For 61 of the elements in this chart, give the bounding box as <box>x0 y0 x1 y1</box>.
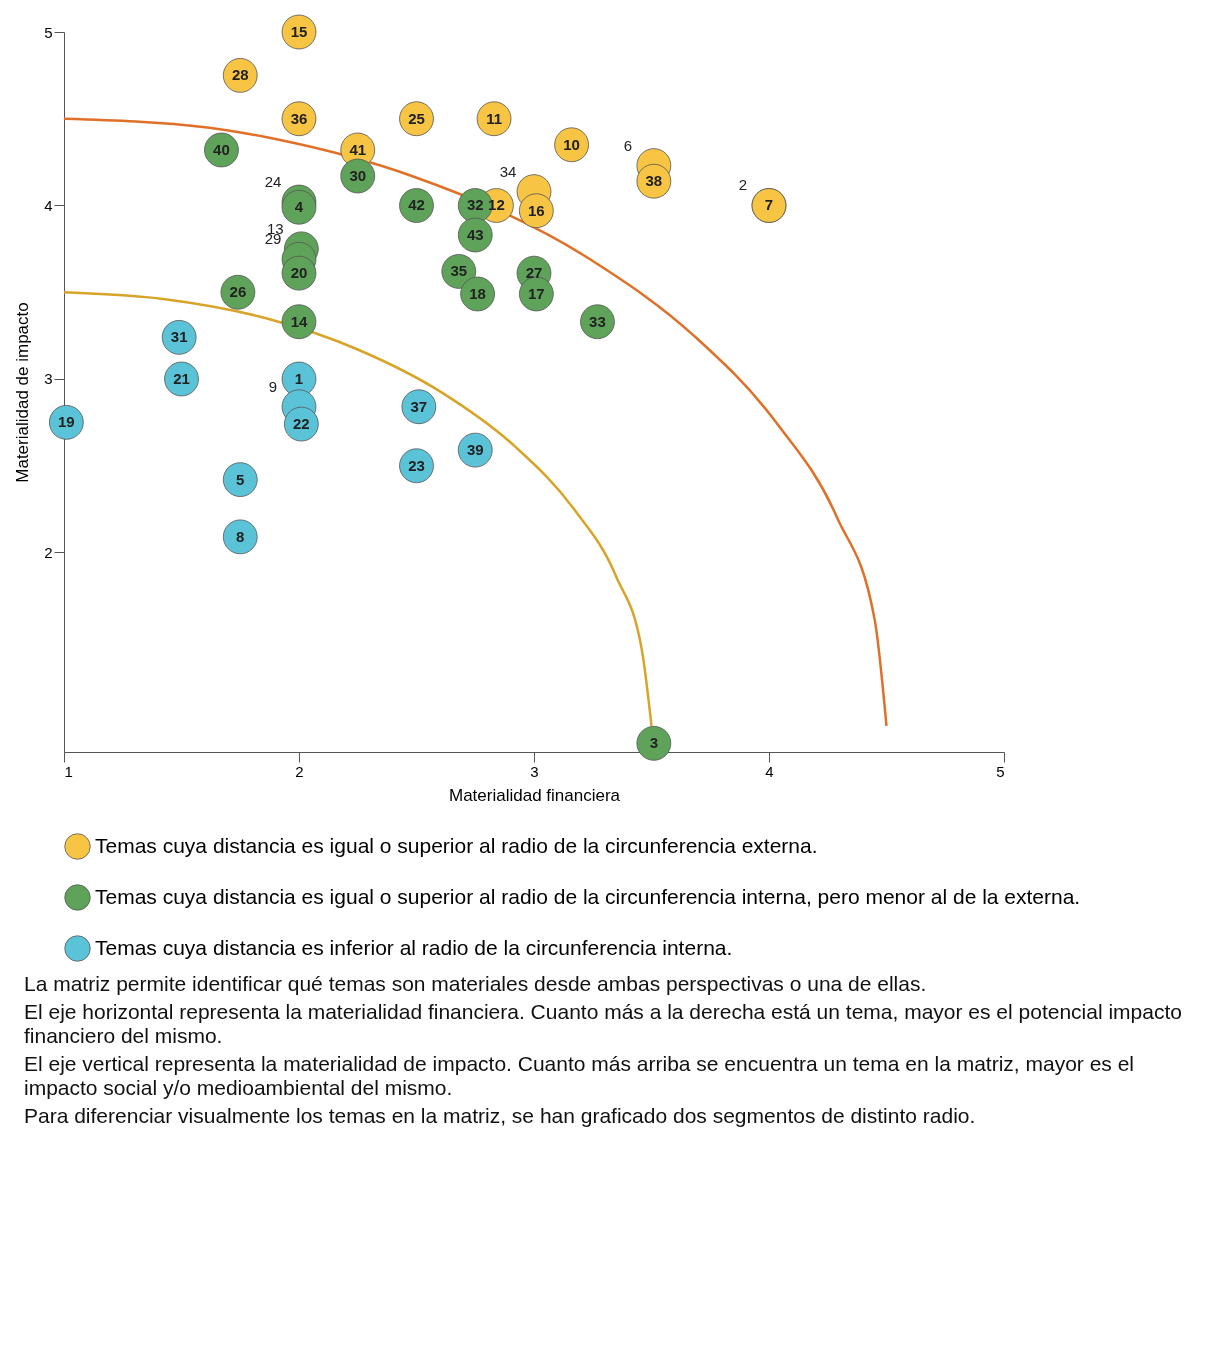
y-tick-label: 5 <box>44 23 53 41</box>
annotation: 33 <box>589 312 606 330</box>
annotation: 28 <box>231 66 249 84</box>
annotation: 10 <box>563 135 580 153</box>
x-tick-label: 4 <box>765 762 774 780</box>
annotation: 9 <box>268 377 278 395</box>
text: Para diferenciar visualmente los temas en la matriz, se han graficado dos segmentos de distinto radio. <box>24 1104 977 1128</box>
annotation: 35 <box>450 262 468 280</box>
y-tick-label: 2 <box>44 543 53 561</box>
annotation: 30 <box>349 167 367 184</box>
annotation: 2 <box>738 176 748 194</box>
annotation: 4 <box>294 198 304 216</box>
annotation: 6 <box>623 136 633 154</box>
annotation: 40 <box>213 140 230 158</box>
annotation: 8 <box>236 527 245 545</box>
annotation: 21 <box>173 369 190 387</box>
annotation: 22 <box>293 415 310 433</box>
annotation: 1 <box>294 369 304 387</box>
x-tick-label: 3 <box>530 762 539 780</box>
legend-label: Temas cuya distancia es inferior al radio de la circunferencia interna. <box>95 935 733 959</box>
annotation: 24 <box>264 173 282 191</box>
annotation: 27 <box>525 264 543 282</box>
x-tick-label: 1 <box>64 762 73 780</box>
x-tick-label: 5 <box>996 762 1005 780</box>
annotation: 19 <box>58 413 75 431</box>
x-tick-label: 2 <box>295 762 304 780</box>
annotation: 34 <box>499 162 517 180</box>
annotation: 15 <box>290 23 308 40</box>
annotation: 25 <box>408 109 425 127</box>
annotation: 7 <box>764 196 774 214</box>
point <box>636 726 672 761</box>
annotation: 14 <box>290 312 308 330</box>
text: El eje horizontal representa la materialidad financiera. Cuanto más a la derecha está un tema, mayor es el potencial impacto financiero del mismo. <box>24 1000 1183 1048</box>
annotation: 41 <box>349 140 367 158</box>
annotation: 42 <box>408 196 425 214</box>
y-tick-label: 3 <box>44 370 53 388</box>
annotation: 3 <box>649 734 659 752</box>
text: El eje vertical representa la materialidad de impacto. Cuanto más arriba se encuentra un tema en la matriz, mayor es el impacto social y/o medioambiental del mismo. <box>24 1052 1136 1100</box>
annotation: 36 <box>290 109 308 127</box>
annotation: 43 <box>466 225 484 243</box>
y-axis-title: Materialidad de impacto <box>13 302 33 483</box>
annotation: 37 <box>410 397 428 415</box>
annotation: 38 <box>645 172 663 190</box>
annotation: 16 <box>528 201 545 219</box>
x-axis-title: Materialidad financiera <box>448 785 621 805</box>
annotation: 32 <box>466 196 484 214</box>
annotation: 11 <box>486 109 502 127</box>
legend-label: Temas cuya distancia es igual o superior al radio de la circunferencia externa. <box>95 833 818 857</box>
legend-label: Temas cuya distancia es igual o superior al radio de la circunferencia interna, pero menor al de la externa. <box>95 884 1081 908</box>
point <box>222 519 258 555</box>
annotation: 20 <box>290 264 308 282</box>
annotation: 31 <box>170 328 188 346</box>
annotation: 18 <box>469 284 486 302</box>
annotation: 17 <box>528 284 545 302</box>
annotation: 5 <box>236 470 245 488</box>
annotation: 39 <box>466 441 484 459</box>
text: La matriz permite identificar qué temas son materiales desde ambas perspectivas o una de ellas. <box>24 972 928 996</box>
y-tick-label: 4 <box>44 196 53 214</box>
annotation: 23 <box>408 456 425 474</box>
point <box>222 462 258 497</box>
annotation: 26 <box>229 283 247 301</box>
